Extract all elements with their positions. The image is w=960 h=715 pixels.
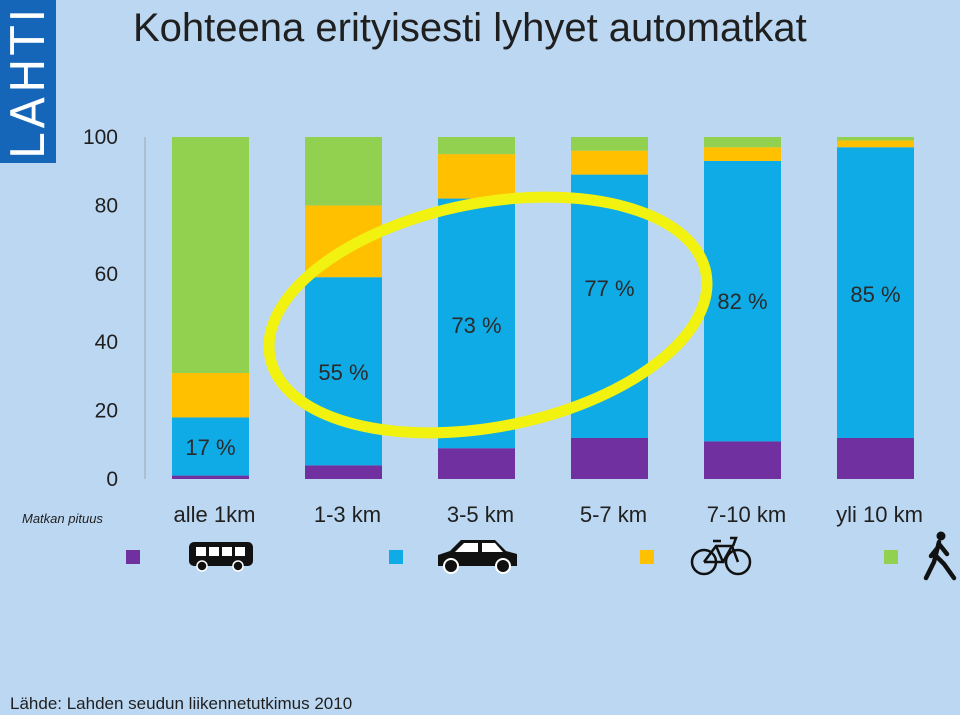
car-icon: [438, 540, 517, 574]
y-tick-label: 40: [95, 331, 118, 354]
bar-segment-car: [837, 147, 914, 438]
legend-swatch-bus: [126, 550, 140, 564]
bar-segment-walker: [305, 137, 382, 206]
data-label: 55 %: [318, 360, 368, 385]
category-labels: alle 1km 1-3 km 3-5 km 5-7 km 7-10 km yli 10 …: [174, 502, 923, 527]
source-note: Lähde: Lahden seudun liikennetutkimus 20…: [10, 694, 353, 713]
bar-segment-bus: [571, 437, 648, 479]
y-tick-label: 80: [95, 194, 118, 217]
category-label: 1-3 km: [314, 502, 381, 527]
data-label: 17 %: [185, 435, 235, 460]
legend-swatch-car: [389, 550, 403, 564]
bar-segment-walker: [172, 137, 249, 373]
bar-segment-walker: [837, 137, 914, 141]
data-label: 82 %: [717, 289, 767, 314]
y-tick-label: 100: [83, 126, 118, 149]
data-label: 85 %: [850, 282, 900, 307]
legend-swatch-bicycle: [640, 550, 654, 564]
y-tick-label: 20: [95, 400, 118, 423]
category-label: 7-10 km: [707, 502, 786, 527]
bar-segment-bicycle: [704, 147, 781, 161]
bar-segment-bicycle: [837, 140, 914, 148]
highlight-ellipse: [263, 191, 713, 439]
bar-segment-bus: [172, 475, 249, 479]
bar-segment-walker: [438, 137, 515, 155]
bar-segment-car: [438, 198, 515, 449]
y-axis: 0 20 40 60 80 100: [83, 126, 146, 491]
category-label: 3-5 km: [447, 502, 514, 527]
bar-segment-bicycle: [571, 150, 648, 175]
lahti-logo: LAHTI: [0, 0, 56, 163]
bar-segment-bicycle: [438, 154, 515, 199]
walker-icon: [923, 531, 957, 581]
bus-icon: [189, 542, 253, 572]
category-label: 5-7 km: [580, 502, 647, 527]
legend-swatch-walker: [884, 550, 898, 564]
y-tick-label: 0: [106, 468, 118, 491]
category-label: yli 10 km: [836, 502, 923, 527]
bar-segment-bus: [704, 441, 781, 479]
legend: [126, 531, 957, 581]
page-title: Kohteena erityisesti lyhyet automatkat: [133, 6, 807, 50]
bar-segment-walker: [704, 137, 781, 148]
data-labels: 17 % 55 % 73 % 77 % 82 % 85 %: [185, 276, 900, 460]
data-label: 73 %: [451, 313, 501, 338]
bars: [172, 137, 914, 479]
bar-segment-car: [704, 160, 781, 442]
bar-segment-bus: [438, 448, 515, 479]
data-label: 77 %: [584, 276, 634, 301]
y-tick-label: 60: [95, 263, 118, 286]
bar-segment-bus: [305, 465, 382, 479]
bar-segment-walker: [571, 137, 648, 151]
bar-segment-bicycle: [172, 372, 249, 418]
bar-segment-car: [305, 277, 382, 466]
bar-segment-car: [172, 417, 249, 476]
x-axis-label: Matkan pituus: [22, 511, 103, 526]
bar-segment-bus: [837, 437, 914, 479]
bicycle-icon: [690, 536, 752, 576]
category-label: alle 1km: [174, 502, 256, 527]
